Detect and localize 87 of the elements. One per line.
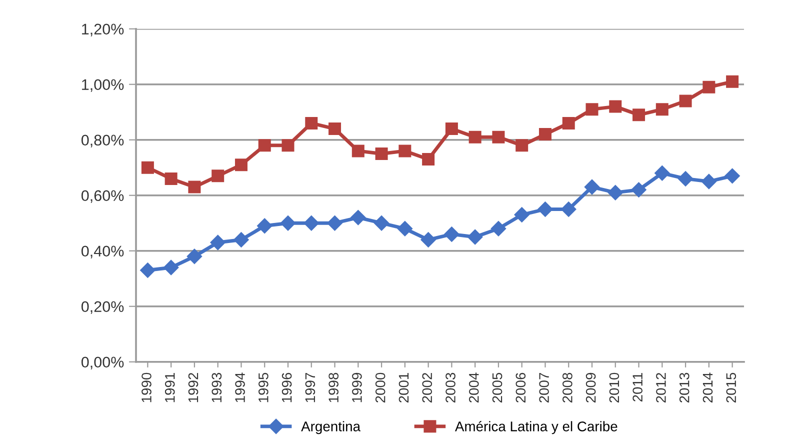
point	[492, 130, 505, 144]
point	[210, 234, 226, 250]
x-tick-label: 2012	[656, 372, 666, 402]
point	[422, 153, 435, 166]
point	[375, 147, 388, 160]
point	[397, 221, 412, 236]
x-tick-label: 1997	[305, 372, 316, 402]
x-tick-label: 2014	[702, 372, 713, 402]
point	[516, 139, 528, 152]
point	[234, 232, 249, 248]
point	[280, 216, 296, 231]
point	[702, 80, 716, 94]
point	[141, 161, 154, 174]
y-tick-label: 1,00%	[82, 79, 124, 92]
x-tick-label: 2002	[422, 372, 432, 402]
x-tick-label: 2006	[516, 372, 526, 402]
point	[164, 260, 179, 276]
point	[724, 168, 740, 184]
point	[584, 179, 600, 195]
point	[186, 248, 202, 264]
point	[328, 122, 342, 136]
y-tick-label: 0,00%	[81, 356, 124, 370]
point	[257, 218, 272, 234]
x-tick-label: 2010	[609, 372, 620, 402]
y-tick-label: 1,20%	[82, 24, 124, 36]
point	[586, 103, 598, 116]
x-tick-label: 1991	[164, 372, 175, 402]
point	[538, 202, 553, 217]
x-tick-label: 2003	[446, 372, 456, 402]
x-tick-label: 2000	[375, 372, 386, 402]
point	[538, 128, 552, 141]
point	[258, 139, 271, 152]
x-tick-label: 1999	[352, 372, 362, 402]
point	[726, 75, 739, 88]
point	[631, 182, 646, 198]
point	[514, 207, 530, 222]
point	[350, 210, 366, 226]
point	[188, 180, 201, 194]
point	[212, 170, 224, 182]
legend-label: América Latina y el Caribe	[454, 420, 618, 434]
x-tick-label: 2004	[468, 372, 479, 402]
point	[374, 216, 390, 231]
point	[468, 130, 482, 144]
point	[305, 116, 318, 130]
x-tick-label: 1992	[188, 372, 198, 402]
point	[654, 166, 670, 181]
point	[656, 103, 668, 116]
point	[327, 216, 342, 231]
point	[234, 158, 248, 172]
point	[304, 216, 319, 231]
point	[562, 116, 575, 130]
point	[561, 202, 576, 217]
point	[444, 226, 460, 242]
x-tick-label: 1993	[212, 372, 222, 402]
point	[445, 122, 458, 136]
x-tick-label: 2005	[492, 372, 502, 402]
point	[164, 172, 178, 185]
point	[679, 94, 692, 108]
x-tick-label: 2009	[586, 372, 596, 402]
x-tick-label: 1994	[235, 372, 245, 402]
y-tick-label: 0,40%	[81, 246, 124, 258]
y-tick-label: 0,60%	[81, 190, 124, 203]
point	[352, 144, 364, 158]
x-tick-label: 2011	[632, 372, 642, 402]
point	[420, 232, 436, 248]
point	[140, 262, 156, 278]
y-tick-label: 0,80%	[81, 134, 124, 148]
x-tick-label: 2015	[726, 372, 736, 402]
x-tick-label: 1996	[282, 372, 292, 402]
point	[282, 139, 294, 152]
x-tick-label: 1995	[258, 372, 268, 402]
point	[490, 221, 506, 236]
point	[701, 174, 716, 190]
x-tick-label: 1998	[328, 372, 338, 402]
point	[608, 185, 623, 200]
x-tick-label: 1990	[142, 372, 152, 402]
x-tick-label: 2007	[539, 372, 549, 402]
legend-label: Argentina	[301, 421, 361, 434]
x-tick-label: 2008	[562, 372, 572, 402]
point	[468, 229, 483, 245]
point	[632, 108, 646, 122]
y-tick-label: 0,20%	[81, 301, 124, 314]
point	[678, 171, 694, 186]
x-tick-label: 2013	[679, 372, 690, 402]
x-tick-label: 2001	[398, 372, 409, 402]
point	[609, 100, 622, 113]
point	[398, 144, 412, 158]
